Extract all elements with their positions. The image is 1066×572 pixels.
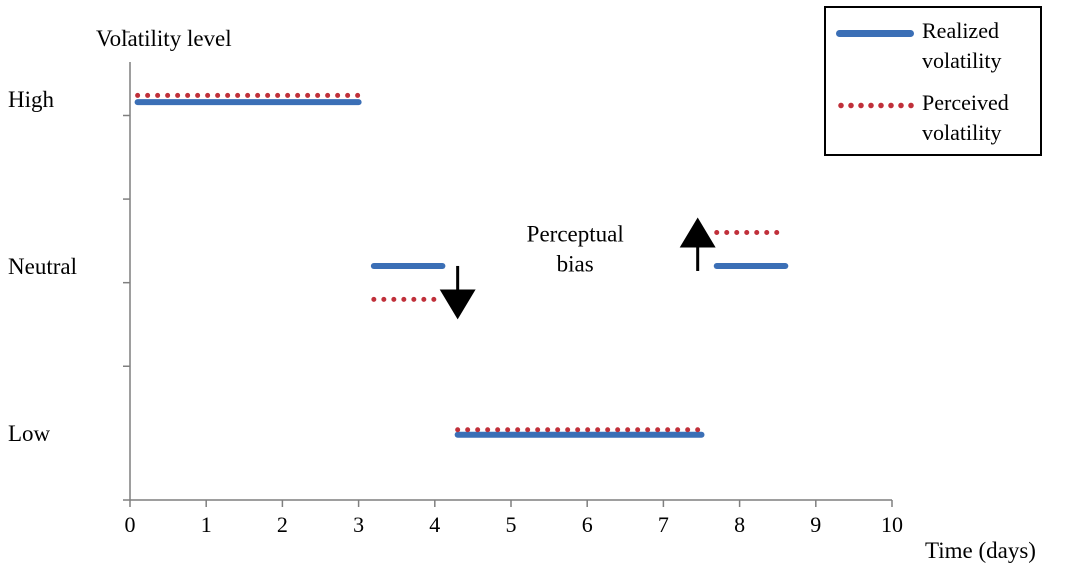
y-level-label: Low <box>8 421 51 446</box>
x-tick-label: 7 <box>658 512 669 537</box>
series-layer <box>134 92 789 438</box>
legend-label-perceived: Perceived volatility <box>922 90 1009 145</box>
x-tick-label: 9 <box>810 512 821 537</box>
legend-swatch-perceived <box>836 102 914 110</box>
legend-item-perceived: Perceived volatility <box>826 86 1040 156</box>
axes: 0 1 2 3 4 5 6 7 8 9 10 High Neutral Low <box>8 31 903 537</box>
x-tick-label: 3 <box>353 512 364 537</box>
x-tick-label: 6 <box>582 512 593 537</box>
legend: Realized volatility Perceived volatility <box>824 6 1042 156</box>
legend-item-realized: Realized volatility <box>826 14 1040 84</box>
perceptual-bias-label: Perceptual bias <box>527 222 624 277</box>
annotation-layer: Perceptual bias <box>439 217 716 320</box>
x-axis-label: Time (days) <box>925 538 1036 563</box>
x-tick-label: 2 <box>277 512 288 537</box>
y-level-label: High <box>8 87 55 112</box>
x-tick-label: 5 <box>506 512 517 537</box>
legend-label-realized: Realized volatility <box>922 18 1002 73</box>
x-tick-label: 10 <box>881 512 903 537</box>
legend-swatch-realized <box>836 30 914 37</box>
x-tick-label: 1 <box>201 512 212 537</box>
x-tick-label: 0 <box>125 512 136 537</box>
x-tick-label: 8 <box>734 512 745 537</box>
y-axis-label: Volatility level <box>96 26 232 51</box>
x-tick-label: 4 <box>429 512 440 537</box>
y-level-label: Neutral <box>8 254 77 279</box>
